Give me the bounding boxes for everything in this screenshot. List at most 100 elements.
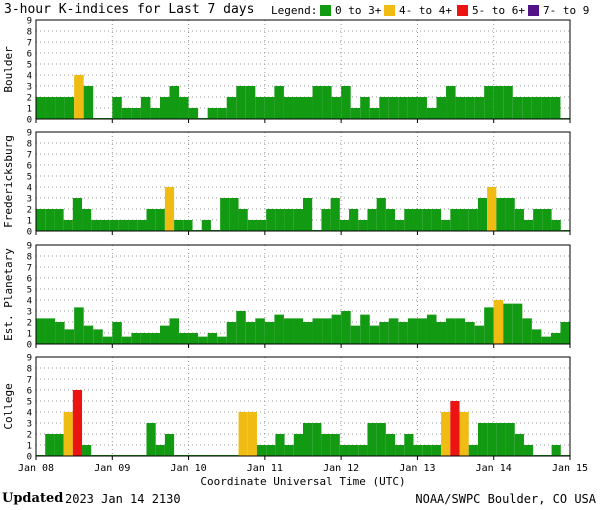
y-tick-label: 9 <box>27 242 32 252</box>
y-tick-label: 2 <box>27 431 32 441</box>
k-bar <box>358 445 368 456</box>
k-bar <box>468 209 478 231</box>
k-bar <box>550 333 561 344</box>
y-tick-label: 8 <box>27 253 32 263</box>
k-index-chart: 0123456789Boulder0123456789Fredericksbur… <box>2 17 588 489</box>
y-tick-label: 3 <box>27 195 32 205</box>
chart-title: 3-hour K-indices for Last 7 days <box>4 2 255 17</box>
k-bar <box>426 108 437 119</box>
y-tick-label: 6 <box>27 50 32 60</box>
k-bar <box>36 97 46 119</box>
k-bar <box>236 311 246 344</box>
credit-text: NOAA/SWPC Boulder, CO USA <box>415 492 596 506</box>
k-bar <box>255 318 265 344</box>
y-tick-label: 7 <box>27 39 32 49</box>
k-bar <box>505 423 515 456</box>
k-bar <box>74 307 84 344</box>
k-bar <box>275 434 285 456</box>
legend-label-4-to-4: 4- to 4+ <box>399 4 452 17</box>
k-bar <box>245 86 256 119</box>
k-bar <box>150 108 160 119</box>
k-bar <box>54 434 64 456</box>
k-bar <box>369 325 380 344</box>
panel-frame <box>35 356 571 457</box>
k-bar <box>303 322 313 344</box>
k-bar <box>417 318 427 344</box>
k-bar <box>146 209 156 231</box>
k-bar <box>436 97 447 119</box>
k-bar <box>82 209 92 231</box>
k-bar <box>274 314 284 344</box>
k-bar <box>341 311 351 344</box>
updated-time: 2023 Jan 14 2130 <box>65 492 181 506</box>
k-bar <box>183 220 193 231</box>
k-bar <box>284 209 294 231</box>
k-bar <box>131 108 141 119</box>
y-tick-label: 4 <box>27 72 32 82</box>
k-bar <box>514 434 524 456</box>
panel-frame <box>35 244 571 345</box>
k-bar <box>505 198 515 231</box>
k-bar <box>431 209 442 231</box>
k-bar <box>493 86 504 119</box>
k-bar <box>155 209 165 231</box>
y-tick-label: 1 <box>27 105 32 115</box>
k-bar <box>395 445 405 456</box>
y-tick-label: 2 <box>27 94 32 104</box>
k-bar <box>121 336 132 344</box>
k-bar <box>376 198 386 231</box>
k-bar <box>74 75 84 119</box>
k-bar <box>398 322 408 344</box>
k-bar <box>83 325 94 344</box>
k-bar <box>201 220 211 231</box>
k-bar <box>512 303 523 344</box>
k-bar <box>207 108 218 119</box>
k-bar <box>174 220 184 231</box>
k-bar <box>179 97 189 119</box>
y-tick-label: 3 <box>27 420 32 430</box>
k-bar <box>137 220 147 231</box>
k-bar <box>523 445 534 456</box>
y-tick-label: 4 <box>27 297 32 307</box>
y-tick-label: 8 <box>27 140 32 150</box>
k-bar <box>293 209 303 231</box>
y-tick-label: 0 <box>27 453 32 463</box>
y-tick-label: 7 <box>27 376 32 386</box>
k-bar <box>341 86 351 119</box>
k-bar <box>339 445 350 456</box>
k-bar <box>131 333 141 344</box>
k-bar <box>484 307 494 344</box>
y-tick-label: 0 <box>27 116 32 126</box>
k-bar <box>468 445 478 456</box>
y-tick-label: 1 <box>27 442 32 452</box>
k-bar <box>109 220 119 231</box>
x-tick-label: Jan 15 <box>552 463 588 474</box>
k-bar <box>431 445 442 456</box>
k-bar <box>159 97 170 119</box>
k-bar <box>542 209 552 231</box>
k-bar <box>321 209 331 231</box>
k-bar <box>477 423 488 456</box>
k-bar <box>112 322 122 344</box>
y-tick-label: 7 <box>27 151 32 161</box>
k-bar <box>436 322 447 344</box>
k-bar <box>531 329 542 344</box>
k-bar <box>503 303 513 344</box>
k-bar <box>474 97 485 119</box>
k-bar <box>404 209 414 231</box>
y-tick-label: 5 <box>27 398 32 408</box>
k-bar <box>446 86 456 119</box>
k-bar <box>238 209 248 231</box>
k-bar <box>349 209 359 231</box>
panel-frame <box>35 19 571 120</box>
k-bar <box>100 220 110 231</box>
panel-ylabel: Fredericksburg <box>2 135 15 228</box>
k-bar <box>72 390 83 456</box>
k-bar <box>266 209 276 231</box>
k-bar <box>293 434 303 456</box>
legend-swatch-purple <box>528 5 539 16</box>
y-tick-label: 6 <box>27 162 32 172</box>
k-bar <box>350 325 361 344</box>
k-bar <box>496 423 506 456</box>
k-bar <box>487 187 497 231</box>
